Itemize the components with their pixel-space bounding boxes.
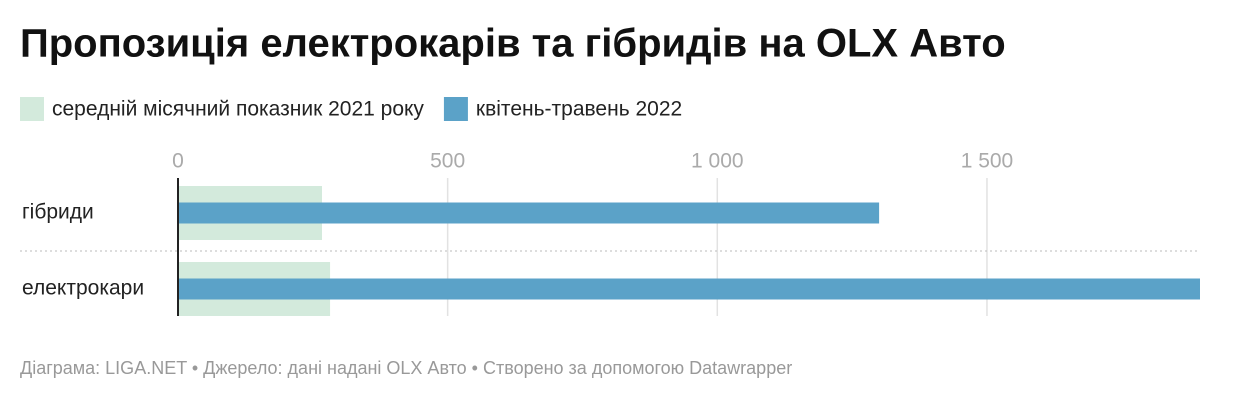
category-label: електрокари — [22, 277, 144, 300]
x-tick-label: 1 000 — [691, 150, 744, 173]
category-label: гібриди — [22, 201, 94, 224]
legend-label: квітень-травень 2022 — [476, 98, 682, 121]
bar — [178, 202, 880, 224]
legend-swatch — [20, 97, 44, 121]
bar — [178, 278, 1200, 300]
legend-label: середній місячний показник 2021 року — [52, 98, 424, 121]
source-note: Діаграма: LIGA.NET • Джерело: дані надан… — [20, 358, 792, 378]
x-tick-label: 1 500 — [961, 150, 1014, 173]
x-tick-label: 0 — [172, 150, 184, 173]
x-tick-label: 500 — [430, 150, 465, 173]
legend-swatch — [443, 97, 468, 121]
chart-title: Пропозиція електрокарів та гібридів на O… — [20, 22, 1006, 66]
